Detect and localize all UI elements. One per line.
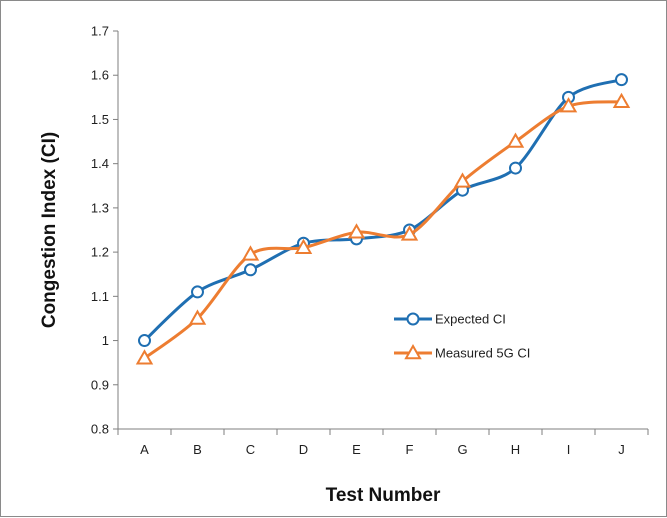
triangle-data-point — [241, 245, 260, 261]
triangle-data-point — [135, 349, 154, 365]
x-tick-label: B — [193, 442, 202, 457]
legend-marker — [404, 343, 422, 360]
triangle-data-point — [188, 309, 207, 325]
triangle-data-point — [559, 97, 578, 113]
legend-marker — [406, 312, 420, 326]
axes: 0.8 0.9 1 1.1 1.2 1.3 1.4 1.5 1.6 1.7 A B C D E F G H I J — [91, 24, 649, 457]
x-tick-label: F — [406, 442, 414, 457]
x-tick-label: J — [618, 442, 625, 457]
triangle-data-point — [506, 132, 525, 148]
y-tick-label: 1.7 — [91, 24, 109, 39]
x-tick-label: A — [140, 442, 149, 457]
y-tick-label: 1.4 — [91, 156, 109, 171]
series-layer — [135, 73, 631, 365]
legend-label: Measured 5G CI — [435, 346, 530, 361]
series-line — [143, 78, 623, 343]
y-axis-title: Congestion Index (CI) — [39, 132, 60, 328]
x-tick-label: C — [246, 442, 255, 457]
y-tick-label: 0.9 — [91, 377, 109, 392]
legend: Expected CI Measured 5G CI — [394, 312, 530, 361]
circle-data-point — [615, 73, 628, 87]
series-measured-5g-ci — [135, 92, 631, 365]
y-tick-label: 1.5 — [91, 112, 109, 127]
x-tick-label: G — [457, 442, 467, 457]
triangle-data-point — [400, 225, 419, 241]
circle-data-point — [138, 334, 151, 348]
triangle-data-point — [453, 172, 472, 188]
y-tick-label: 0.8 — [91, 422, 109, 437]
x-axis-title: Test Number — [326, 485, 441, 506]
legend-item: Measured 5G CI — [394, 343, 530, 361]
y-tick-label: 1 — [102, 333, 109, 348]
x-tick-label: H — [511, 442, 520, 457]
legend-item: Expected CI — [394, 312, 506, 327]
triangle-data-point — [612, 92, 631, 109]
series-line — [143, 100, 623, 360]
triangle-data-point — [347, 223, 366, 239]
y-tick-label: 1.3 — [91, 200, 109, 215]
circle-data-point — [509, 161, 522, 175]
x-tick-label: I — [567, 442, 571, 457]
x-tick-label: D — [299, 442, 308, 457]
x-tick-label: E — [352, 442, 361, 457]
circle-data-point — [191, 285, 204, 299]
y-tick-label: 1.2 — [91, 245, 109, 260]
triangle-data-point — [294, 238, 313, 254]
y-tick-label: 1.6 — [91, 68, 109, 83]
legend-label: Expected CI — [435, 312, 506, 327]
y-tick-label: 1.1 — [91, 289, 109, 304]
circle-data-point — [244, 263, 257, 277]
